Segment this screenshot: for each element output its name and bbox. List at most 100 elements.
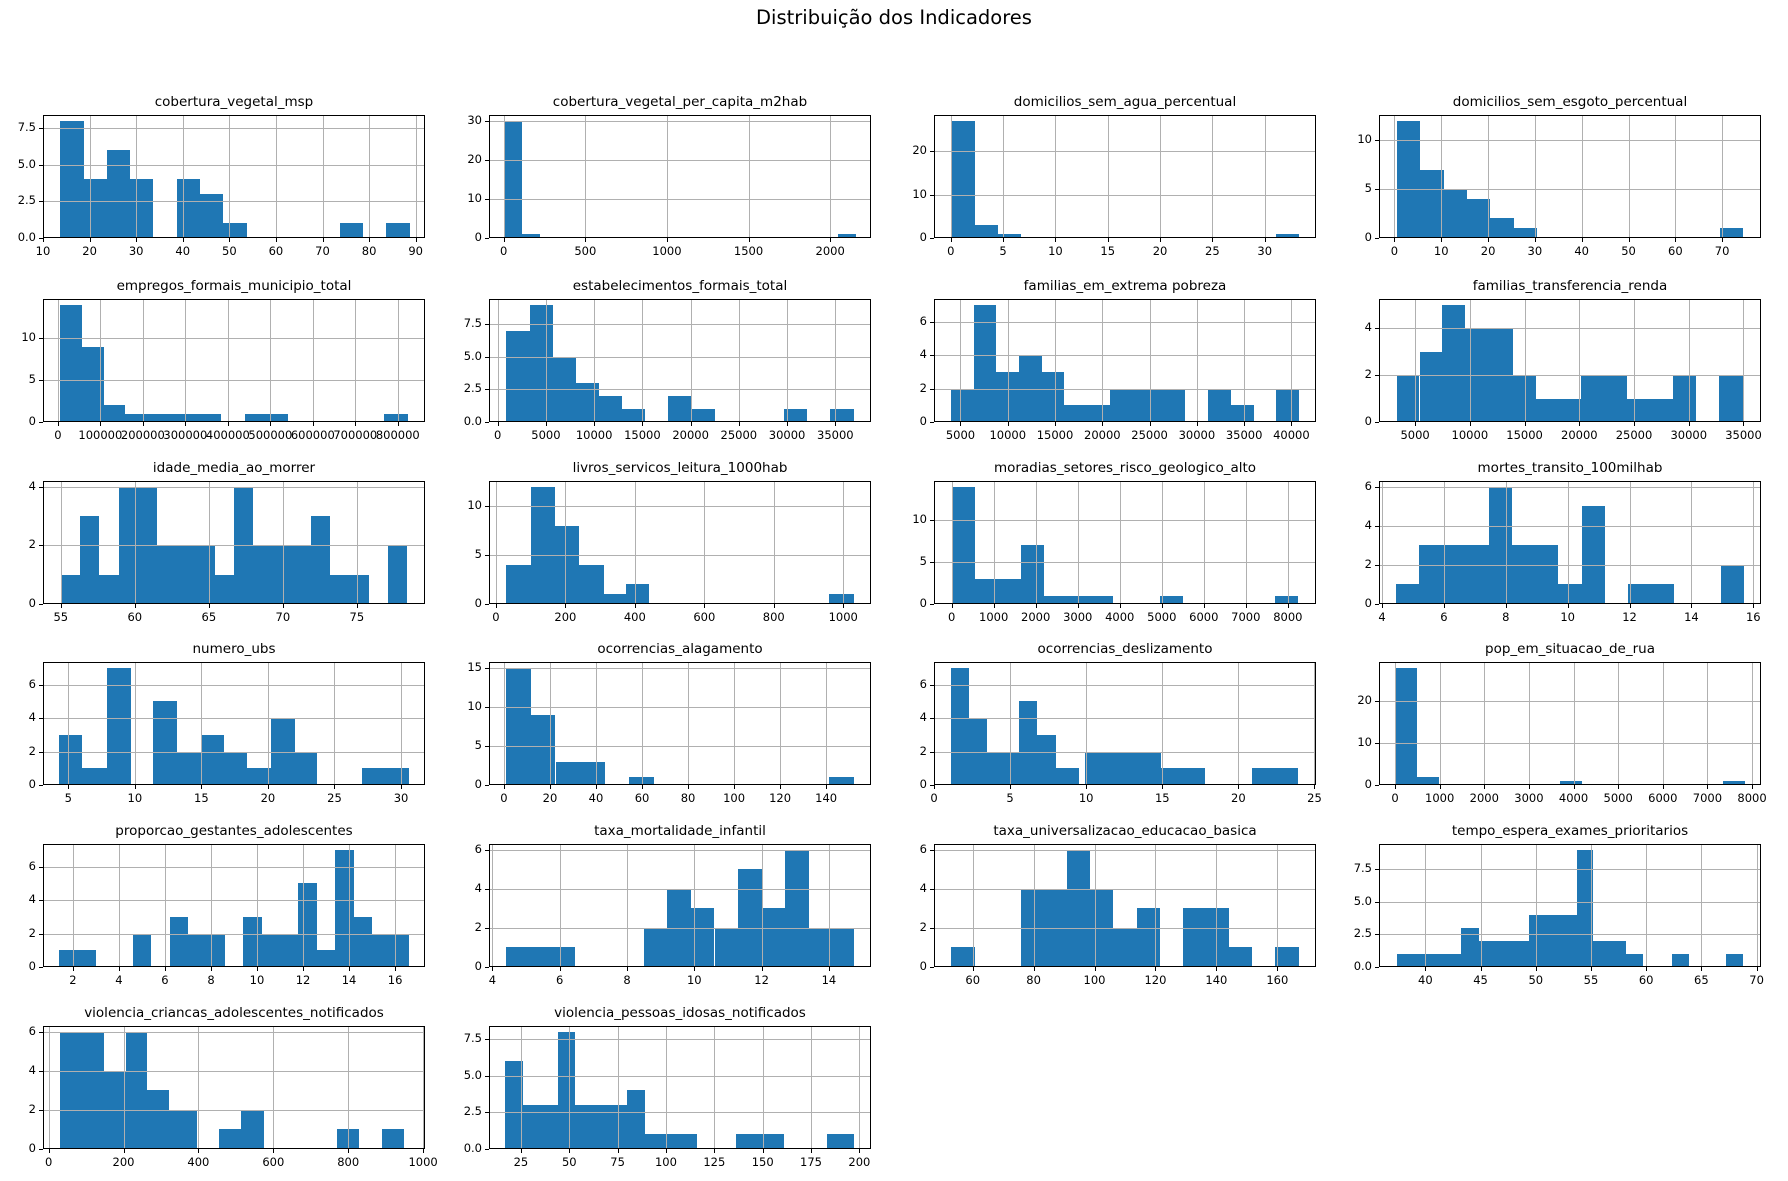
gridline-vertical <box>495 481 497 604</box>
histogram-bar <box>201 734 224 785</box>
x-tick-mark <box>714 1149 716 1153</box>
y-tick-mark <box>1375 189 1379 191</box>
gridline-vertical <box>48 1026 50 1149</box>
x-tick-mark <box>1196 422 1198 426</box>
plot-area <box>489 844 871 967</box>
y-tick-label: 20 <box>1357 693 1372 708</box>
x-tick-mark <box>1628 238 1630 242</box>
axes-frame <box>1379 662 1761 785</box>
gridline-vertical <box>1505 481 1507 604</box>
gridline-horizontal <box>1379 701 1761 703</box>
y-tick-label: 0 <box>474 777 482 791</box>
histogram-bar <box>169 916 188 967</box>
histogram-bar <box>1513 228 1538 238</box>
x-tick-mark <box>267 785 269 789</box>
y-tick-label: 4 <box>919 710 927 725</box>
y-tick-label: 5 <box>919 554 927 569</box>
gridline-vertical <box>835 299 837 422</box>
gridline-vertical <box>1524 299 1526 422</box>
plot-area <box>489 299 871 422</box>
subplot-title: estabelecimentos_formais_total <box>572 278 788 294</box>
y-tick-mark <box>1375 701 1379 703</box>
x-tick-label: 1000 <box>652 244 682 258</box>
gridline-horizontal <box>934 151 1316 153</box>
x-tick-mark <box>123 1149 125 1153</box>
plot-area <box>1379 481 1761 604</box>
histogram-bar <box>1581 375 1628 422</box>
x-tick-mark <box>761 967 763 971</box>
x-tick-mark <box>1756 967 1758 971</box>
y-tick-mark <box>39 164 43 166</box>
histogram-bar <box>1159 595 1183 604</box>
x-tick-mark <box>617 1149 619 1153</box>
x-tick-label: 25 <box>513 1155 529 1169</box>
x-tick-label: 5 <box>1006 791 1014 805</box>
subplot-idade_media_ao_morrer: idade_media_ao_morrer 55 60 65 70 75 0 2 4 <box>29 460 425 624</box>
histogram-bar <box>1229 947 1253 967</box>
subplot-title: violencia_criancas_adolescentes_notifica… <box>84 1005 384 1021</box>
x-tick-mark <box>72 967 74 971</box>
histogram-bar <box>1136 908 1160 967</box>
x-tick-mark <box>596 785 597 789</box>
x-tick-label: 2 <box>69 973 77 987</box>
histogram-bar <box>505 1061 523 1149</box>
x-tick-mark <box>780 785 782 789</box>
gridline-vertical <box>1245 481 1247 604</box>
x-tick-label: 90 <box>408 244 423 258</box>
x-tick-mark <box>565 604 567 608</box>
gridline-vertical <box>1662 662 1664 785</box>
gridline-vertical <box>1244 299 1246 422</box>
gridline-vertical <box>227 299 229 422</box>
x-tick-mark <box>787 422 789 426</box>
gridline-vertical <box>1535 844 1537 967</box>
histogram-bar <box>1627 398 1674 422</box>
histogram-bar <box>386 223 410 238</box>
histogram-bar <box>130 179 154 238</box>
x-tick-mark <box>1743 422 1745 426</box>
gridline-vertical <box>634 481 636 604</box>
gridline-vertical <box>349 844 351 967</box>
x-tick-mark <box>1102 422 1104 426</box>
y-tick-mark <box>930 718 934 720</box>
y-tick-mark <box>930 520 934 522</box>
x-tick-label: 30 <box>1257 244 1273 258</box>
x-tick-mark <box>227 422 229 426</box>
histogram-bar <box>82 346 104 422</box>
histogram-bar <box>187 933 225 967</box>
y-tick-mark <box>930 751 934 753</box>
x-tick-mark <box>1415 422 1417 426</box>
histogram-bar <box>784 408 808 422</box>
x-tick-mark <box>1480 967 1482 971</box>
histogram-bar <box>60 120 84 238</box>
x-tick-label: 120 <box>1144 973 1167 987</box>
histogram-bar <box>951 947 975 967</box>
gridline-vertical <box>267 662 269 785</box>
y-tick-mark <box>485 238 489 239</box>
x-tick-label: 10 <box>686 973 702 987</box>
histogram-bar <box>199 194 224 238</box>
gridline-vertical <box>1149 299 1151 422</box>
gridline-vertical <box>1480 844 1482 967</box>
x-tick-label: 60 <box>268 244 284 258</box>
gridline-vertical <box>275 115 277 238</box>
histogram-bar <box>829 777 854 785</box>
y-tick-label: 2 <box>474 919 482 934</box>
y-tick-label: 7.5 <box>1353 861 1372 876</box>
y-tick-mark <box>39 866 43 868</box>
x-tick-mark <box>626 967 628 971</box>
histogram-bar <box>1628 584 1675 604</box>
x-tick-label: 140 <box>815 791 838 805</box>
y-tick-label: 5.0 <box>463 348 482 363</box>
x-tick-mark <box>1212 238 1214 242</box>
x-tick-label: 16 <box>387 973 403 987</box>
y-tick-label: 10 <box>912 186 927 201</box>
histogram-bar <box>951 120 975 238</box>
gridline-horizontal <box>1379 375 1761 377</box>
x-tick-label: 60 <box>1668 244 1683 258</box>
x-tick-mark <box>1007 422 1009 426</box>
histogram-bar <box>530 714 556 785</box>
x-tick-label: 6000 <box>1648 791 1678 805</box>
gridline-vertical <box>780 662 782 785</box>
x-tick-label: 6000 <box>1189 610 1219 624</box>
gridline-horizontal <box>934 718 1316 720</box>
